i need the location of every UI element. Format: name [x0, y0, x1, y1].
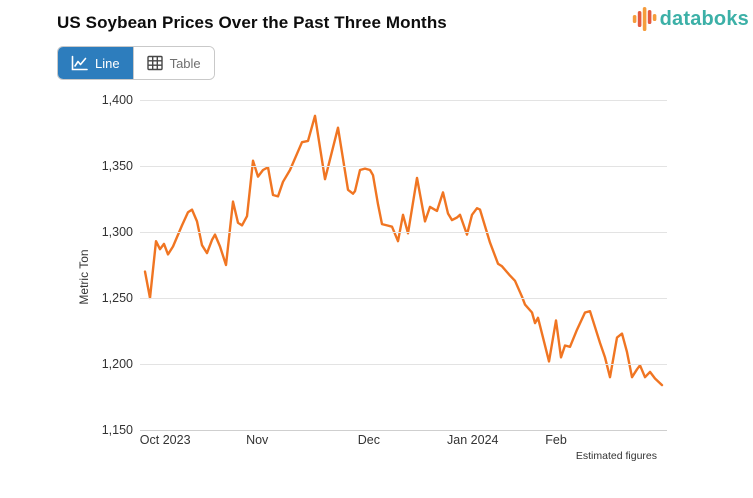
h-gridline	[140, 99, 667, 101]
databoks-logo-bars-icon	[632, 5, 659, 33]
y-axis-tick-label: 1,350	[101, 159, 133, 173]
h-gridline	[140, 363, 667, 365]
x-axis-tick-label: Nov	[246, 433, 269, 447]
y-axis-tick-label: 1,250	[101, 291, 133, 305]
databoks-logo: databoks	[632, 5, 749, 33]
chart-view-toggle: Line Table	[57, 46, 215, 80]
h-gridline	[140, 297, 667, 299]
table-view-label: Table	[169, 55, 201, 71]
x-axis-tick-label: Oct 2023	[139, 433, 191, 447]
y-axis-tick-label: 1,400	[101, 93, 133, 107]
h-gridline	[140, 165, 667, 167]
line-view-label: Line	[95, 55, 120, 71]
databoks-wordmark: databoks	[659, 7, 749, 30]
price-line-chart	[143, 114, 664, 387]
y-axis-tick-label: 1,300	[101, 225, 133, 239]
h-gridline	[140, 429, 667, 431]
h-gridline	[140, 231, 667, 233]
chart-plot-area	[140, 99, 667, 431]
y-axis-tick-label: 1,200	[101, 357, 133, 371]
x-axis-tick-label: Dec	[357, 433, 380, 447]
x-axis-tick-label: Feb	[545, 433, 567, 447]
line-chart-icon	[71, 55, 88, 71]
page-title: US Soybean Prices Over the Past Three Mo…	[57, 13, 447, 33]
y-axis-tick-label: 1,150	[101, 423, 133, 437]
table-view-button[interactable]: Table	[132, 47, 214, 79]
x-axis-tick-label: Jan 2024	[447, 433, 499, 447]
soybean-price-series-line	[143, 114, 664, 387]
footnote: Estimated figures	[575, 450, 657, 462]
table-grid-icon	[146, 55, 163, 71]
line-view-button[interactable]: Line	[58, 47, 133, 79]
